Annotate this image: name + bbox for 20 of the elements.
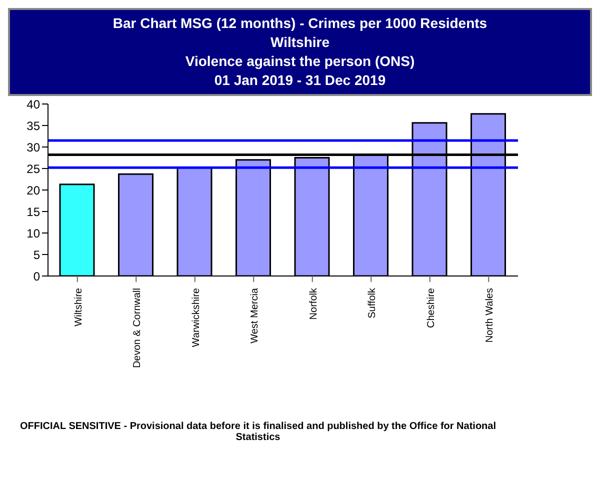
y-tick-label: 5 — [33, 248, 40, 262]
y-tick-label: 30 — [26, 140, 40, 154]
y-tick-label: 0 — [33, 269, 40, 284]
y-tick-label: 25 — [26, 162, 40, 176]
x-tick-label: North Wales — [484, 288, 496, 343]
x-tick-label: Warwickshire — [190, 288, 202, 348]
x-tick-label: Suffolk — [367, 287, 378, 318]
y-tick-label: 20 — [26, 183, 40, 198]
y-tick-label: 15 — [26, 204, 40, 219]
x-tick-label: West Mercia — [250, 288, 261, 344]
x-tick-label: Devon & Cornwall — [132, 288, 144, 368]
y-tick-label: 35 — [26, 118, 40, 133]
x-tick-label: Norfolk — [308, 287, 320, 320]
y-tick-label: 10 — [26, 226, 40, 240]
y-tick-label: 40 — [26, 97, 40, 112]
chart-title: Bar Chart MSG (12 months) - Crimes per 1000 Residents — [112, 14, 488, 33]
x-tick-label: Cheshire — [426, 288, 437, 328]
text: OFFICIAL SENSITIVE - Provisional data before it is finalised and published by the Office for National Statistics — [19, 421, 497, 443]
x-tick-label: Wiltshire — [73, 288, 84, 326]
chart-subtitle: Wiltshire Violence against the person (ONS) 01 Jan 2019 - 31 Dec 2019 — [184, 33, 416, 90]
